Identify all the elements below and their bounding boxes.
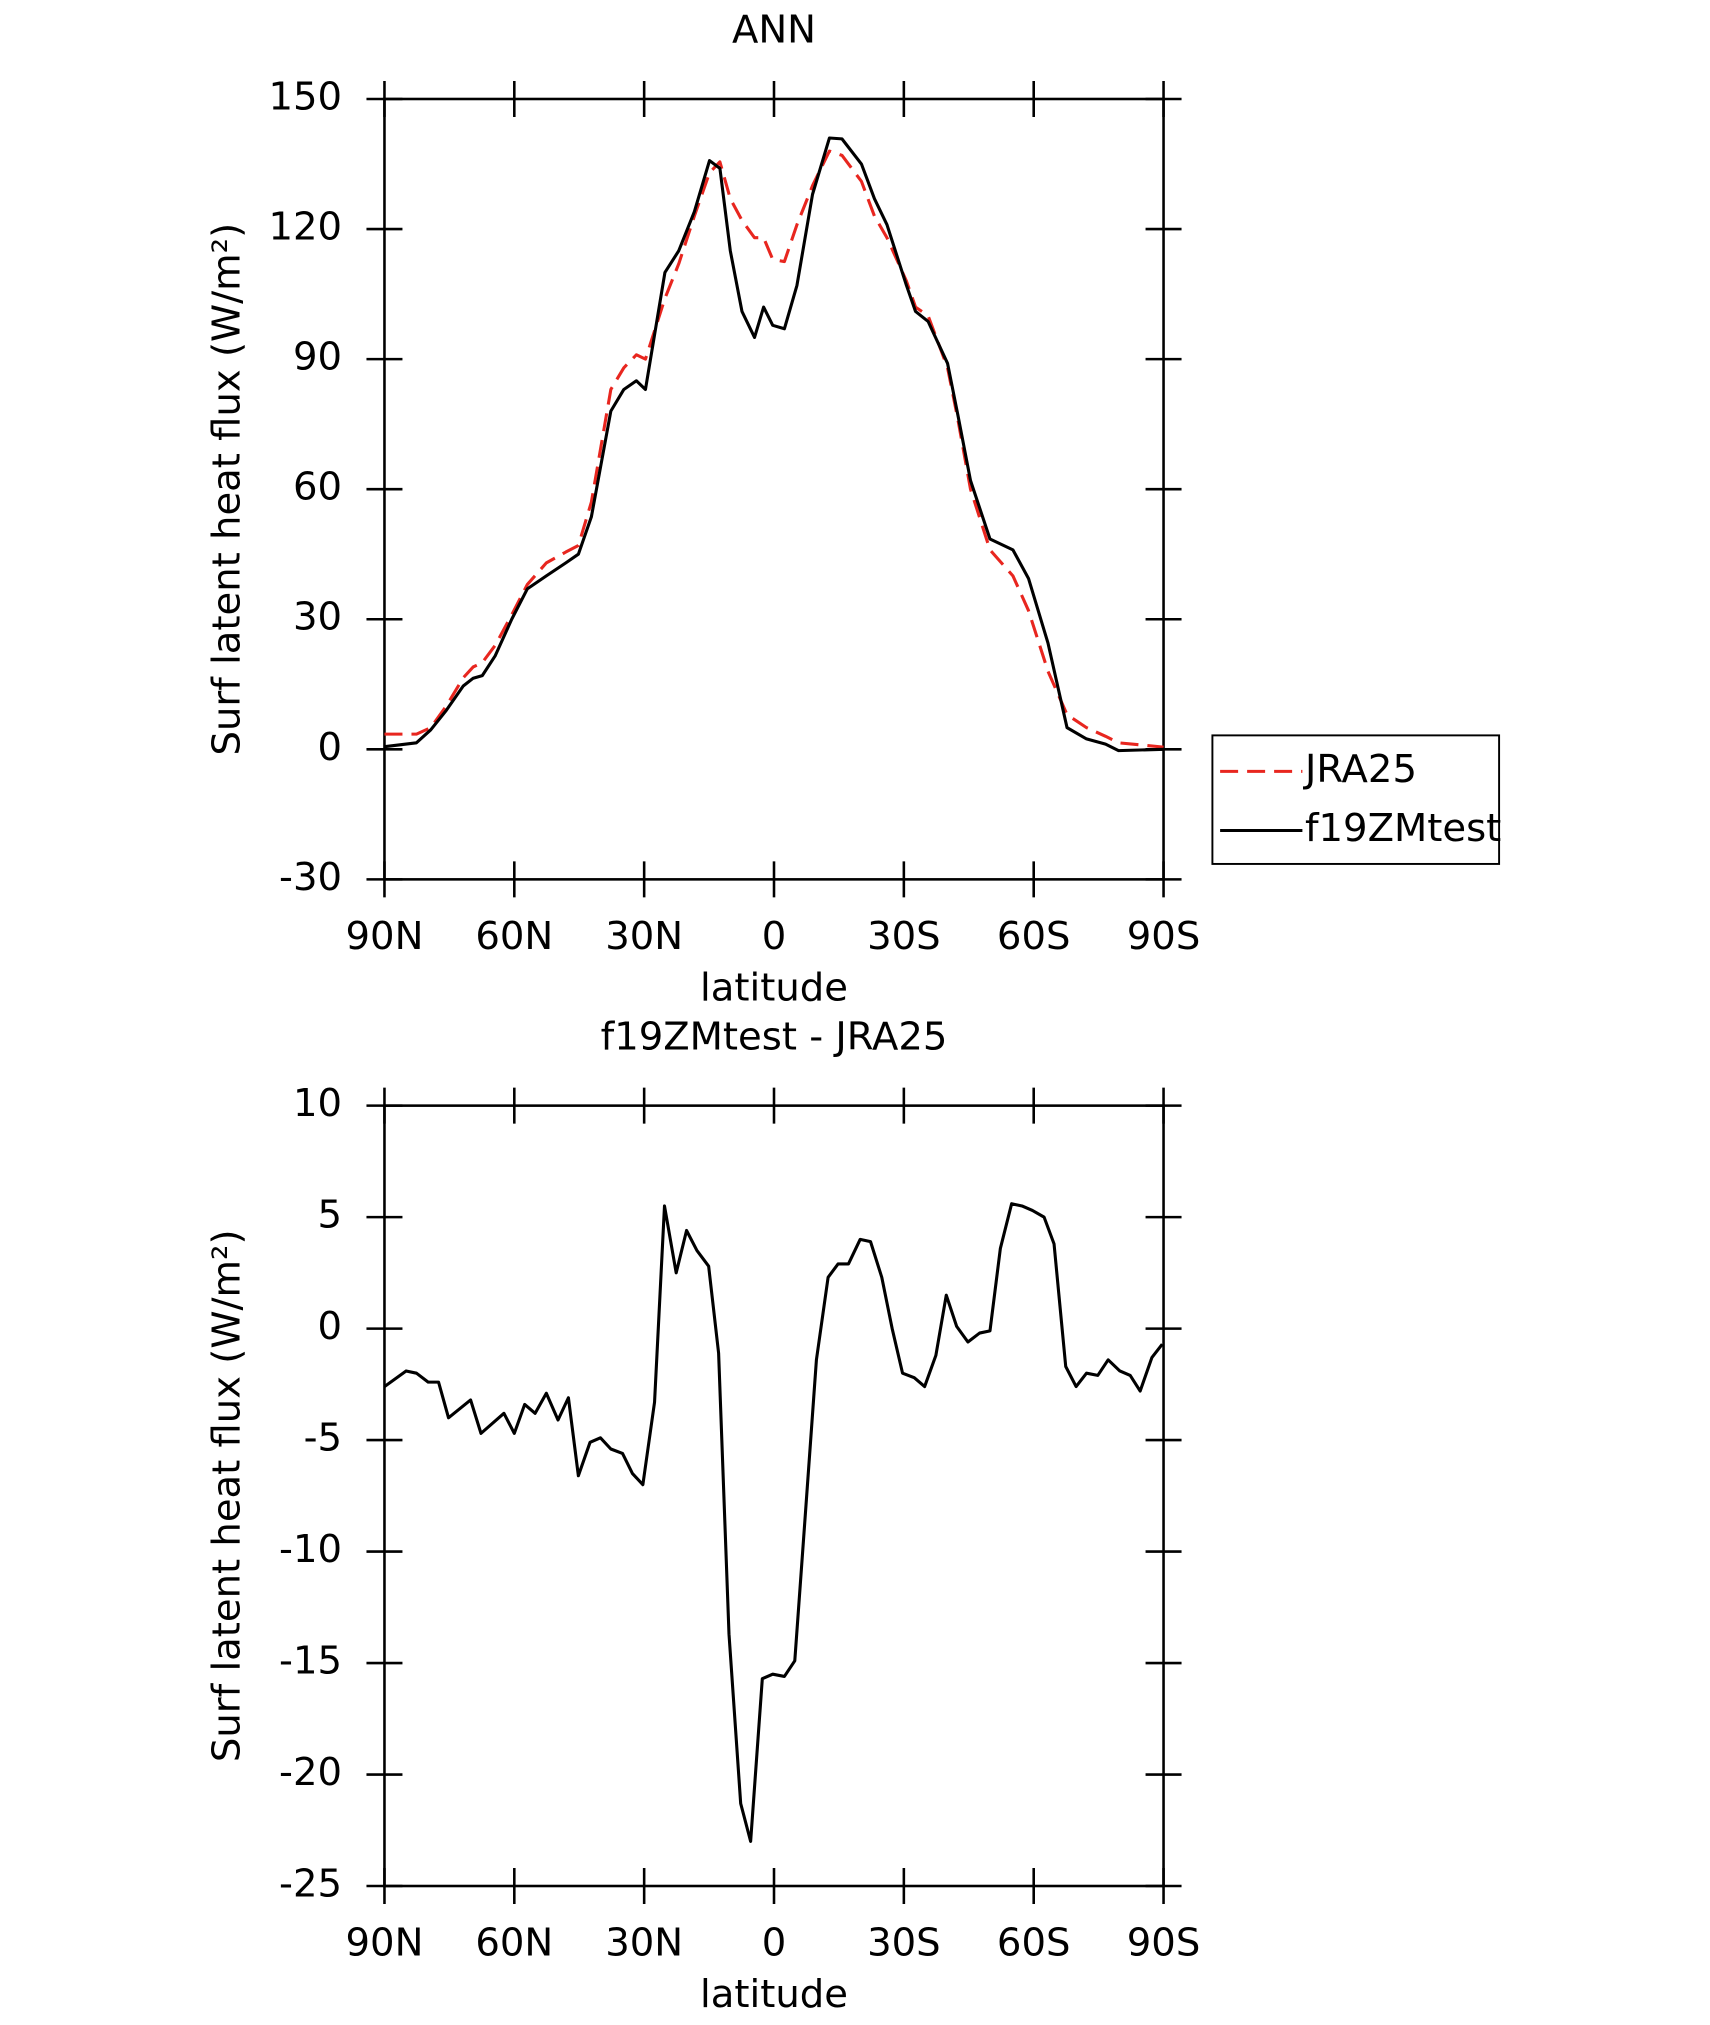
y-axis-label: Surf latent heat flux (W/m²) [204,223,249,756]
y-tick-label: -15 [279,1639,342,1684]
x-axis-label: latitude [700,1972,848,2017]
plot-frame [383,1104,1165,1888]
y-tick-label: -5 [304,1416,342,1461]
plot-frame [383,97,1165,881]
x-tick-label: 90S [1127,1921,1201,1966]
data-line [384,149,1164,749]
y-tick-label: 0 [318,1304,343,1349]
x-tick-label: 90N [346,914,424,959]
data-line [384,136,1164,753]
x-tick-label: 30N [605,914,683,959]
x-tick-label: 60S [997,914,1071,959]
y-tick-label: 60 [293,465,342,510]
x-tick-label: 90N [346,1921,424,1966]
x-tick-label: 60S [997,1921,1071,1966]
x-tick-label: 0 [762,1921,787,1966]
y-tick-label: 90 [293,335,342,380]
data-line [383,1202,1164,1843]
x-tick-label: 30N [605,1921,683,1966]
y-tick-label: 10 [293,1081,342,1126]
x-tick-label: 60N [475,914,553,959]
y-axis-label: Surf latent heat flux (W/m²) [204,1230,249,1763]
x-tick-label: 30S [867,1921,941,1966]
y-tick-label: 30 [293,595,342,640]
x-tick-label: 60N [475,1921,553,1966]
y-tick-label: 150 [268,74,342,119]
legend-label: JRA25 [1303,747,1417,792]
x-tick-label: 90S [1127,914,1201,959]
chart-title: f19ZMtest - JRA25 [601,1014,948,1059]
y-tick-label: -20 [279,1750,342,1795]
y-tick-label: 120 [268,205,342,250]
chart-title: ANN [732,8,816,53]
legend-box [1211,734,1501,865]
x-tick-label: 0 [762,914,787,959]
y-tick-label: 0 [318,725,343,770]
legend-label: f19ZMtest [1305,806,1501,851]
y-tick-label: -30 [279,855,342,900]
y-tick-label: -10 [279,1527,342,1572]
y-tick-label: -25 [279,1862,342,1907]
y-tick-label: 5 [318,1193,343,1238]
x-axis-label: latitude [700,965,848,1010]
x-tick-label: 30S [867,914,941,959]
